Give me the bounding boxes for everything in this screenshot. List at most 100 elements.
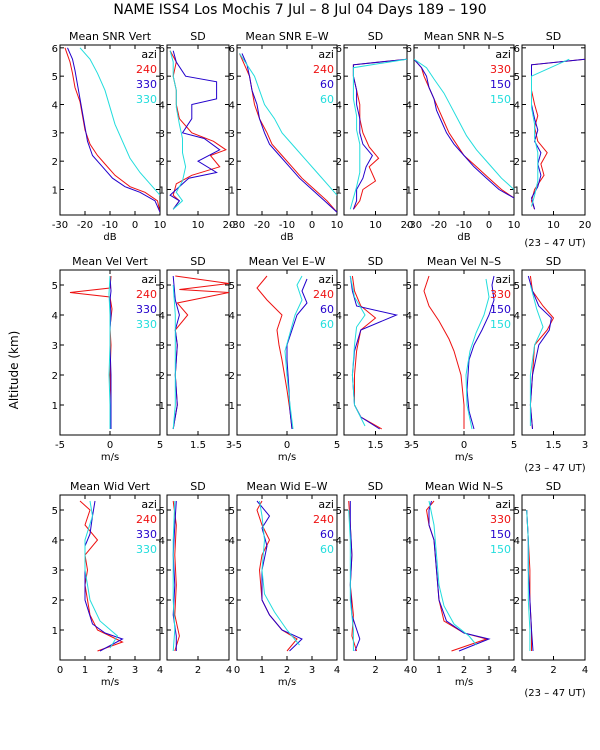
series-line-red [172, 500, 180, 652]
legend-header: azi [141, 273, 157, 286]
chart-panel: SD 1 2 3 4 5 6 10 20 [336, 30, 414, 231]
chart-panel: SD 1 2 3 4 5 1.5 3 [514, 255, 589, 451]
x-tick-label: 2 [372, 665, 378, 676]
y-tick-label: 5 [406, 72, 412, 83]
series-line-blue [172, 275, 180, 430]
legend-entry: 330 [136, 93, 157, 106]
series-line-red [414, 58, 514, 199]
y-tick-label: 4 [52, 101, 58, 112]
series-line-blue [530, 58, 585, 210]
chart-panel: Mean Vel Vert 1 2 3 4 5 -5 0 5 m/s azi 240 330 330 [52, 255, 164, 463]
series-line-red [423, 275, 465, 429]
legend-header: azi [495, 273, 511, 286]
y-tick-label: 3 [159, 341, 165, 352]
y-tick-label: 5 [52, 506, 58, 517]
chart-panel: SD 1 2 3 4 5 2 4 [514, 480, 589, 676]
legend-entry: 240 [136, 288, 157, 301]
y-tick-label: 3 [406, 129, 412, 140]
y-tick-label: 4 [514, 536, 520, 547]
y-tick-label: 3 [336, 566, 342, 577]
x-tick-label: 1 [82, 665, 88, 676]
y-tick-label: 3 [159, 129, 165, 140]
x-tick-label: 0 [411, 665, 417, 676]
series-line-red [425, 500, 489, 652]
y-tick-label: 6 [336, 44, 342, 55]
series-line-blue [428, 500, 491, 652]
legend-header: azi [141, 48, 157, 61]
x-tick-label: 3 [226, 440, 232, 451]
y-tick-label: 5 [514, 72, 520, 83]
panel-title: SD [190, 255, 205, 268]
chart-panel: SD 1 2 3 4 5 6 10 20 [159, 30, 236, 231]
legend-entry: 240 [136, 513, 157, 526]
series-line-blue [256, 500, 303, 652]
chart-panel: SD 1 2 3 4 5 1.5 3 [336, 255, 411, 451]
series-line-cyan [284, 275, 303, 430]
y-tick-label: 2 [52, 596, 58, 607]
x-tick-label: 4 [582, 665, 588, 676]
legend-entry: 60 [320, 303, 334, 316]
x-tick-label: 3 [309, 665, 315, 676]
chart-panel: Mean Wid E–W 1 2 3 4 5 0 1 2 3 4 m/s azi 240 60 60 [229, 480, 341, 688]
y-tick-label: 4 [406, 101, 412, 112]
legend-entry: 240 [313, 63, 334, 76]
series-line-cyan [529, 284, 544, 426]
y-tick-label: 1 [229, 626, 235, 637]
panel-title: Mean Vel E–W [249, 255, 326, 268]
x-tick-label: 1.5 [546, 440, 562, 451]
y-tick-label: 5 [229, 72, 235, 83]
y-tick-label: 1 [514, 626, 520, 637]
x-tick-label: 20 [223, 220, 236, 231]
panel-title: Mean Vel Vert [72, 255, 148, 268]
y-tick-label: 1 [159, 401, 165, 412]
legend-entry: 60 [320, 93, 334, 106]
y-tick-label: 1 [159, 626, 165, 637]
y-tick-label: 3 [52, 129, 58, 140]
legend-entry: 240 [136, 63, 157, 76]
y-tick-label: 2 [514, 371, 520, 382]
x-tick-label: -5 [232, 440, 242, 451]
y-tick-label: 3 [159, 566, 165, 577]
chart-panel: SD 1 2 3 4 5 6 10 20 [514, 30, 592, 231]
legend-entry: 60 [320, 318, 334, 331]
legend-header: azi [318, 48, 334, 61]
series-line-red [256, 275, 293, 430]
y-tick-label: 4 [52, 536, 58, 547]
legend-entry: 330 [136, 78, 157, 91]
series-line-cyan [84, 500, 119, 649]
y-tick-label: 2 [336, 371, 342, 382]
y-tick-label: 1 [229, 401, 235, 412]
y-tick-label: 5 [406, 281, 412, 292]
x-tick-label: 10 [508, 220, 521, 231]
legend-entry: 330 [136, 543, 157, 556]
x-tick-label: -5 [409, 440, 419, 451]
x-tick-label: 4 [511, 665, 517, 676]
legend-header: azi [495, 498, 511, 511]
legend-entry: 240 [313, 513, 334, 526]
x-tick-label: -30 [229, 220, 245, 231]
x-tick-label: 1.5 [368, 440, 384, 451]
y-tick-label: 3 [514, 129, 520, 140]
panel-title: SD [190, 30, 205, 43]
series-line-cyan [172, 284, 176, 430]
x-axis-label: m/s [101, 677, 119, 688]
y-tick-label: 5 [229, 281, 235, 292]
legend-entry: 150 [490, 93, 511, 106]
x-tick-label: 0 [57, 665, 63, 676]
y-tick-label: 2 [514, 596, 520, 607]
y-tick-label: 3 [229, 129, 235, 140]
y-tick-label: 5 [159, 281, 165, 292]
y-tick-label: 3 [336, 129, 342, 140]
y-tick-label: 5 [52, 72, 58, 83]
x-axis-label: m/s [455, 677, 473, 688]
y-tick-label: 3 [229, 566, 235, 577]
x-axis-label: m/s [278, 677, 296, 688]
y-tick-label: 6 [406, 44, 412, 55]
x-axis-label: m/s [278, 452, 296, 463]
chart-panel: Mean SNR Vert 1 2 3 4 5 6 -30 -20 -10 0 10 dB azi 240 3… [52, 30, 167, 243]
figure-title: NAME ISS4 Los Mochis 7 Jul – 8 Jul 04 Da… [113, 2, 486, 18]
y-tick-label: 4 [229, 536, 235, 547]
y-tick-label: 4 [159, 101, 165, 112]
x-tick-label: 5 [334, 440, 340, 451]
panel-title: SD [546, 30, 561, 43]
